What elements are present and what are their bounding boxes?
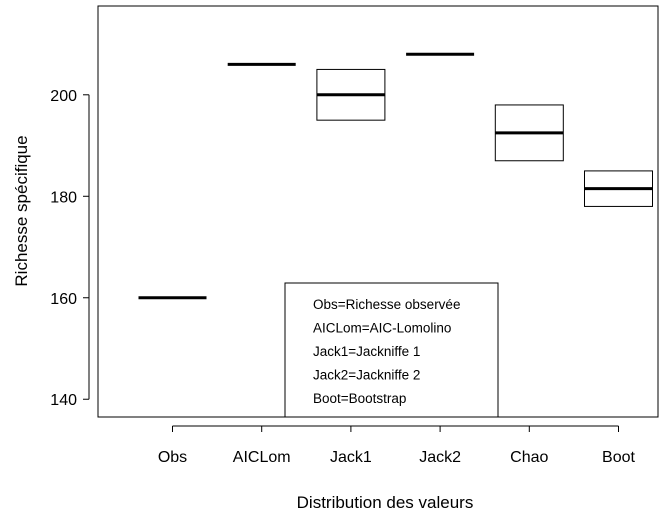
legend-entry: Obs=Richesse observée (313, 297, 460, 312)
y-axis-title: Richesse spécifique (12, 135, 31, 286)
x-tick-label: AICLom (233, 449, 291, 466)
box-boot (584, 170, 653, 207)
legend-entry: Jack1=Jackniffe 1 (313, 344, 420, 359)
x-tick-label: Chao (510, 449, 548, 466)
x-tick-label: Boot (602, 449, 635, 466)
x-tick-label: Obs (158, 449, 187, 466)
legend-entry: Jack2=Jackniffe 2 (313, 368, 420, 383)
legend: Obs=Richesse observée AICLom=AIC-Lomolino… (284, 282, 499, 418)
x-axis-title: Distribution des valeurs (297, 493, 474, 512)
axes-layer: 140 160 180 200 Obs AICLom Jack1 Jack2 Chao Boot (50, 5, 659, 466)
box-jack1 (316, 68, 386, 121)
box-chao (494, 104, 564, 162)
legend-entry: Boot=Bootstrap (313, 391, 406, 406)
y-tick-label: 180 (50, 189, 77, 206)
y-tick-label: 140 (50, 392, 77, 409)
legend-entry: AICLom=AIC-Lomolino (313, 321, 451, 336)
x-tick-label: Jack1 (330, 449, 372, 466)
x-tick-label: Jack2 (419, 449, 461, 466)
y-tick-label: 200 (50, 88, 77, 105)
y-tick-label: 160 (50, 291, 77, 308)
legend-box (284, 282, 499, 418)
boxes-layer (138, 52, 653, 300)
